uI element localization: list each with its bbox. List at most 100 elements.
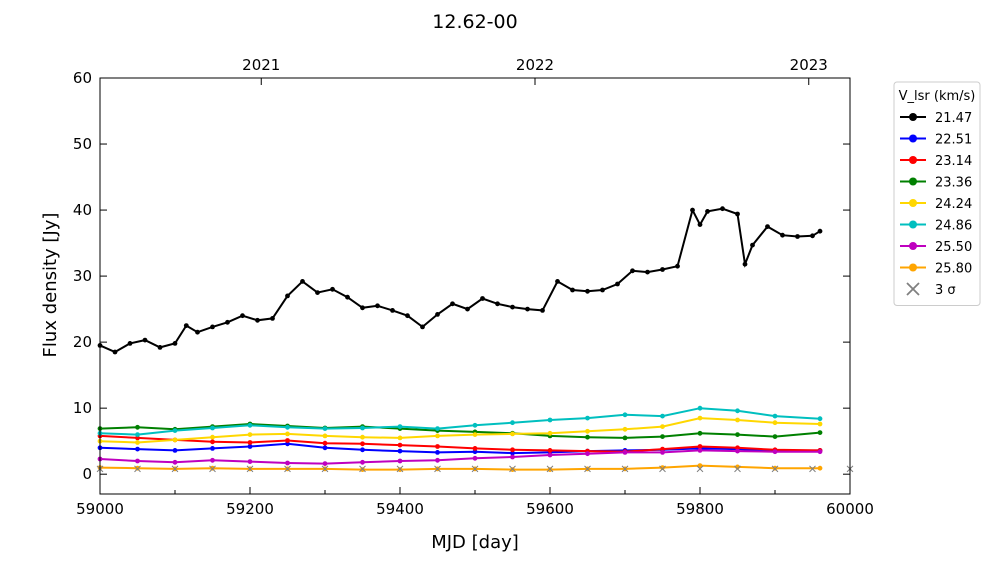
legend: V_lsr (km/s) 21.47 22.51 23.14 23.36 24.24 24.… xyxy=(893,81,981,306)
data-point xyxy=(240,313,245,319)
legend-sigma-marker xyxy=(906,282,920,296)
data-point xyxy=(735,432,740,437)
data-point xyxy=(585,434,590,440)
sigma-marker xyxy=(209,465,216,473)
data-point xyxy=(397,442,403,448)
sigma-marker xyxy=(659,465,666,473)
x-tick-label: 59800 xyxy=(676,500,724,518)
legend-title: V_lsr (km/s) xyxy=(899,89,976,104)
data-point xyxy=(780,232,785,238)
series-24.24 xyxy=(97,415,823,445)
legend-swatch-marker xyxy=(909,113,917,121)
top-tick-label: 2022 xyxy=(516,56,554,74)
data-point xyxy=(315,290,320,295)
data-point xyxy=(742,261,748,267)
data-point xyxy=(622,450,628,455)
data-point xyxy=(397,458,403,464)
data-point xyxy=(600,287,605,293)
data-point xyxy=(225,319,230,325)
data-point xyxy=(660,465,665,470)
series-line-23.36 xyxy=(99,422,821,439)
data-point xyxy=(360,441,365,447)
data-point xyxy=(210,434,215,440)
data-point xyxy=(817,449,823,455)
data-point xyxy=(285,424,290,430)
data-point xyxy=(360,434,365,440)
data-point xyxy=(735,211,740,217)
data-point xyxy=(435,444,440,449)
legend-label: 25.80 xyxy=(935,262,972,277)
data-point xyxy=(817,421,823,427)
series-21.47 xyxy=(97,206,823,355)
legend-label: 24.24 xyxy=(935,197,972,212)
data-point xyxy=(172,437,178,443)
legend-label: 23.36 xyxy=(935,176,972,191)
chart-title: 12.62-00 xyxy=(432,11,517,33)
data-point xyxy=(112,349,118,355)
data-point xyxy=(157,345,163,350)
data-point xyxy=(375,303,380,309)
sigma-marker xyxy=(546,465,554,473)
data-point xyxy=(285,441,290,447)
data-point xyxy=(247,432,253,437)
data-point xyxy=(465,306,470,312)
data-point xyxy=(472,449,478,455)
data-point xyxy=(127,341,133,346)
sigma-marker xyxy=(359,465,366,473)
data-point xyxy=(817,228,823,234)
sigma-marker xyxy=(696,465,704,473)
y-tick-label: 30 xyxy=(73,267,92,285)
data-point xyxy=(697,405,703,411)
axes: 59000 59200 59400 59600 59800 60000 0 10 20 30 40 5… xyxy=(73,56,874,518)
data-point xyxy=(705,209,710,214)
data-point xyxy=(360,447,365,453)
data-point xyxy=(435,450,440,455)
data-point xyxy=(435,426,440,431)
data-point xyxy=(510,431,515,437)
data-point xyxy=(255,317,260,323)
data-point xyxy=(435,312,440,317)
data-point xyxy=(547,417,553,423)
series-line-25.50 xyxy=(99,449,820,465)
data-point xyxy=(450,301,455,307)
data-point xyxy=(397,448,403,454)
top-tick-label: 2023 xyxy=(790,56,828,74)
data-point xyxy=(210,324,215,330)
data-point xyxy=(390,308,395,313)
sigma-marker xyxy=(809,465,816,473)
data-point xyxy=(247,444,253,449)
sigma-marker xyxy=(509,465,516,473)
x-tick-label: 59600 xyxy=(526,500,574,518)
sigma-marker xyxy=(621,465,629,473)
legend-swatch-marker xyxy=(909,177,917,186)
data-point xyxy=(420,324,425,330)
data-point xyxy=(322,440,328,446)
data-point xyxy=(750,242,755,248)
sigma-marker xyxy=(471,465,479,473)
data-point xyxy=(300,279,305,284)
data-point xyxy=(510,450,515,456)
sigma-marker xyxy=(171,465,179,473)
data-point xyxy=(405,313,410,319)
legend-sigma-label: 3 σ xyxy=(935,283,956,298)
data-point xyxy=(247,422,253,428)
data-point xyxy=(697,448,703,453)
data-point xyxy=(247,459,253,464)
data-point xyxy=(697,430,703,436)
data-point xyxy=(525,306,530,312)
data-point xyxy=(772,449,778,455)
sigma-marker xyxy=(734,465,741,473)
data-point xyxy=(285,460,290,466)
data-point xyxy=(720,206,725,212)
data-point xyxy=(330,286,335,292)
data-point xyxy=(660,450,665,455)
sigma-marker xyxy=(246,465,254,473)
data-point xyxy=(765,224,770,230)
sigma-marker xyxy=(396,465,404,473)
legend-label: 22.51 xyxy=(935,133,972,148)
data-point xyxy=(615,281,620,287)
data-point xyxy=(135,465,140,471)
data-point xyxy=(322,461,328,466)
legend-swatch-marker xyxy=(909,220,917,229)
